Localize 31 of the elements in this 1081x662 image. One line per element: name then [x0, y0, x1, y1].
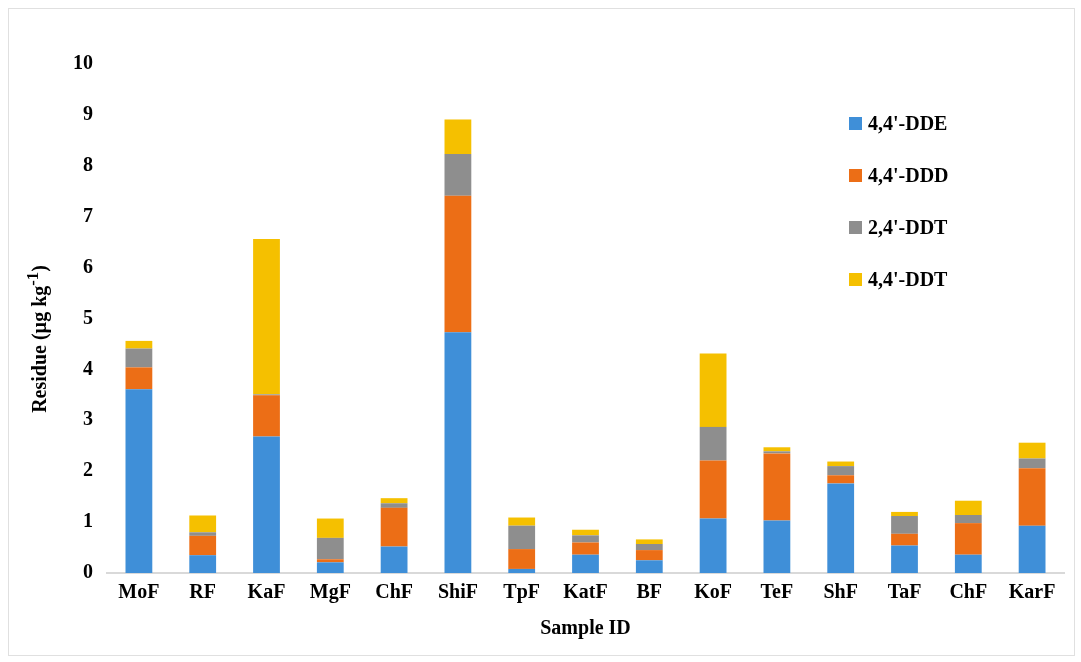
- y-tick-label: 6: [83, 254, 93, 277]
- x-tick-label: KarF: [1008, 580, 1056, 603]
- x-tick-label: ChF: [949, 580, 988, 603]
- y-tick-label: 7: [83, 203, 93, 226]
- y-tick-label: 1: [83, 509, 93, 532]
- y-tick-label: 0: [83, 560, 93, 583]
- y-tick-label: 10: [73, 51, 93, 74]
- legend-label: 4,4'-DDE: [868, 111, 948, 135]
- legend-label: 2,4'-DDT: [868, 215, 948, 239]
- x-tick-label: KaF: [247, 580, 286, 603]
- x-tick-label: KatF: [563, 580, 608, 603]
- legend-label: 4,4'-DDD: [868, 163, 949, 187]
- y-tick-label: 3: [83, 407, 93, 430]
- x-tick-label: TpF: [503, 580, 541, 604]
- x-tick-label: RF: [189, 580, 217, 603]
- x-tick-label: ShF: [823, 580, 858, 603]
- y-tick-label: 5: [83, 305, 93, 328]
- x-axis-title: Sample ID: [540, 616, 631, 640]
- y-tick-label: 4: [83, 356, 93, 379]
- y-tick-label: 8: [83, 152, 93, 175]
- x-tick-label: ShiF: [437, 580, 478, 603]
- x-tick-label: TaF: [887, 580, 922, 603]
- x-tick-label: KoF: [694, 580, 732, 603]
- x-tick-label: MoF: [118, 580, 160, 603]
- x-tick-label: MgF: [309, 580, 351, 604]
- x-tick-label: BF: [636, 580, 663, 603]
- legend-label: 4,4'-DDT: [868, 267, 948, 291]
- x-tick-label: TeF: [760, 580, 794, 603]
- y-tick-label: 2: [83, 458, 93, 481]
- x-tick-label: ChF: [375, 580, 413, 603]
- y-tick-label: 9: [83, 102, 93, 125]
